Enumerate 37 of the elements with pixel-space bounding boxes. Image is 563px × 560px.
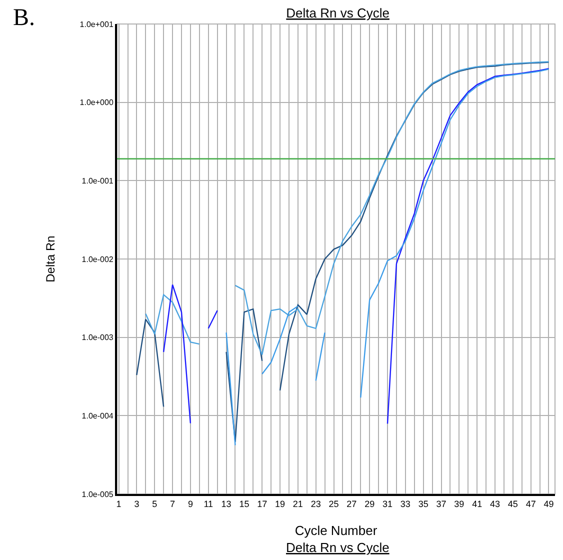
x-axis-title: Cycle Number <box>294 522 378 538</box>
x-tick-label: 11 <box>204 498 214 509</box>
x-tick-label: 9 <box>188 498 193 509</box>
x-tick-label: 7 <box>170 498 176 509</box>
x-tick-label: 41 <box>472 498 482 509</box>
text: Delta Rn vs Cycle <box>286 540 390 555</box>
y-tick-label: 1.0e+001 <box>80 20 114 29</box>
y-tick-label: 1.0e-004 <box>82 411 114 420</box>
x-tick-label: 3 <box>134 498 140 509</box>
x-tick-label: 27 <box>346 498 357 509</box>
y-tick-label: 1.0e-005 <box>82 490 114 499</box>
x-tick-label: 17 <box>257 498 268 509</box>
x-tick-label: 1 <box>116 498 122 509</box>
chart-title: Delta Rn vs Cycle <box>286 6 390 20</box>
text: B. <box>13 5 36 31</box>
x-tick-label: 35 <box>418 498 428 509</box>
x-tick-label: 19 <box>275 498 286 509</box>
x-tick-label: 45 <box>508 498 518 509</box>
x-tick-label: 23 <box>310 498 321 509</box>
x-tick-label: 21 <box>292 498 303 509</box>
y-tick-label: 1.0e+000 <box>80 98 114 108</box>
x-tick-label: 31 <box>382 498 393 509</box>
y-tick-label: 1.0e-002 <box>82 254 114 264</box>
x-tick-label: 25 <box>328 498 339 509</box>
x-tick-label: 43 <box>490 498 500 509</box>
x-tick-label: 5 <box>152 498 158 509</box>
x-tick-label: 15 <box>239 498 250 509</box>
y-tick-label: 1.0e-001 <box>82 176 114 186</box>
y-axis-title: Delta Rn <box>44 236 58 282</box>
x-tick-label: 33 <box>400 498 410 509</box>
y-tick-label: 1.0e-003 <box>82 333 114 342</box>
x-tick-label: 39 <box>454 498 464 509</box>
x-tick-label: 47 <box>526 498 536 509</box>
x-tick-label: 37 <box>436 498 446 509</box>
x-tick-label: 13 <box>221 498 232 509</box>
x-tick-label: 29 <box>364 498 375 509</box>
x-tick-label: 49 <box>544 498 554 509</box>
